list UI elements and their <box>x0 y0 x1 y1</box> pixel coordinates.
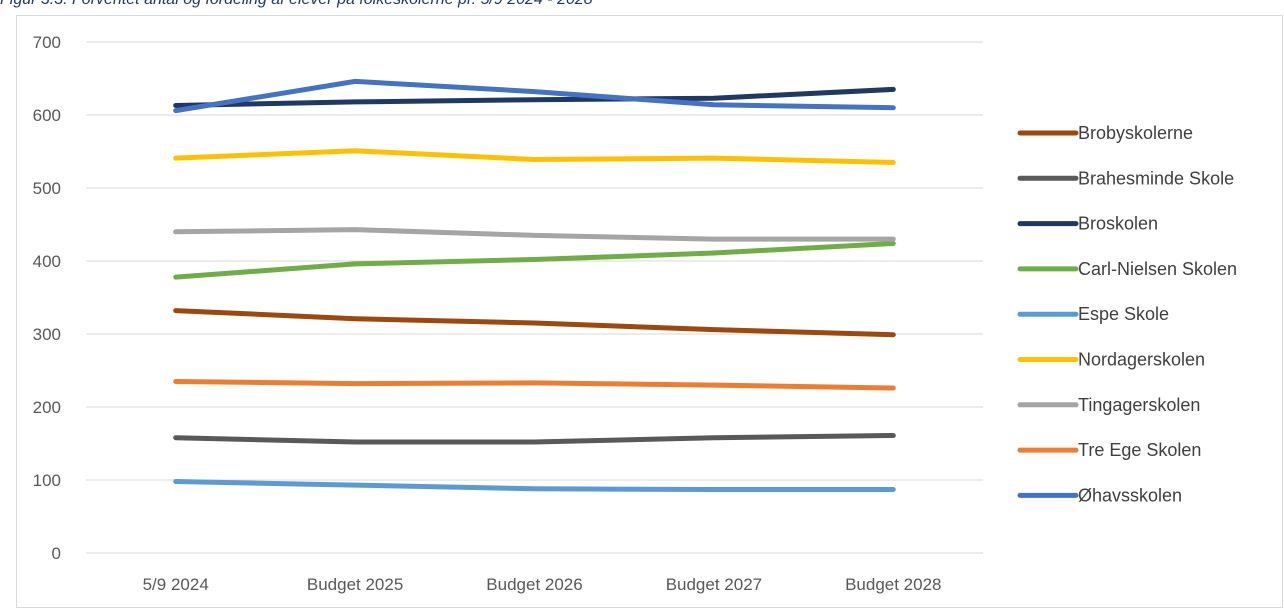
y-tick-label: 700 <box>33 33 61 52</box>
legend-label-tingagerskolen: Tingagerskolen <box>1078 395 1200 415</box>
legend-label-carl-nielsen-skolen: Carl-Nielsen Skolen <box>1078 259 1237 279</box>
legend-label-nordagerskolen: Nordagerskolen <box>1078 350 1205 370</box>
y-tick-label: 200 <box>33 398 61 417</box>
y-tick-label: 600 <box>33 106 61 125</box>
series-line-carl-nielsen-skolen <box>173 241 896 280</box>
x-axis: 5/9 2024 Budget 2025 Budget 2026 Budget 202… <box>143 575 942 594</box>
y-tick-label: 400 <box>33 252 61 271</box>
series-lines <box>173 78 896 492</box>
y-axis: 0 100 200 300 400 500 600 700 <box>33 33 61 563</box>
x-tick-label: Budget 2027 <box>666 575 762 594</box>
series-line-tingagerskolen <box>173 227 896 242</box>
series-line-brahesminde-skole <box>173 433 896 445</box>
x-tick-label: Budget 2026 <box>486 575 582 594</box>
legend-label-brobyskolerne: Brobyskolerne <box>1078 123 1193 143</box>
x-tick-label: Budget 2028 <box>845 575 941 594</box>
series-line-espe-skole <box>173 479 896 492</box>
figure-caption: Figur 3.3: Forventet antal og fordeling … <box>0 0 1284 13</box>
legend-label-broskolen: Broskolen <box>1078 214 1158 234</box>
legend-label-ohavsskolen: Øhavsskolen <box>1078 485 1182 505</box>
series-line-broskolen <box>173 86 896 108</box>
series-line-tre-ege-skolen <box>173 379 896 391</box>
legend-label-espe-skole: Espe Skole <box>1078 304 1169 324</box>
x-tick-label: Budget 2025 <box>307 575 403 594</box>
y-tick-label: 100 <box>33 471 61 490</box>
x-tick-label: 5/9 2024 <box>143 575 209 594</box>
series-line-ohavsskolen <box>173 78 896 114</box>
y-tick-label: 0 <box>52 544 61 563</box>
legend-label-brahesminde-skole: Brahesminde Skole <box>1078 168 1234 188</box>
legend: Brobyskolerne Brahesminde Skole Broskolen C… <box>1017 123 1237 505</box>
series-line-nordagerskolen <box>173 148 896 165</box>
y-tick-label: 500 <box>33 179 61 198</box>
series-line-brobyskolerne <box>173 308 896 338</box>
legend-label-tre-ege-skolen: Tre Ege Skolen <box>1078 440 1201 460</box>
y-tick-label: 300 <box>33 325 61 344</box>
